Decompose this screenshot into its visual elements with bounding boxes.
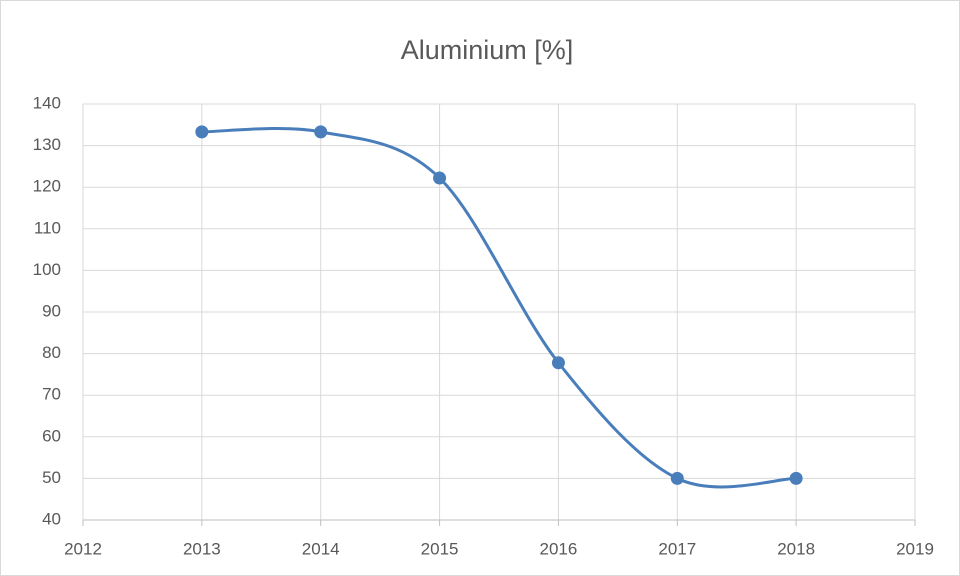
- y-tick-label: 130: [33, 135, 61, 154]
- data-point: [433, 171, 447, 185]
- y-tick-label: 110: [34, 218, 61, 237]
- y-tick-label: 120: [33, 177, 61, 196]
- data-point: [314, 125, 328, 139]
- data-point: [789, 471, 803, 485]
- y-tick-label: 50: [42, 468, 61, 487]
- data-point: [670, 471, 684, 485]
- x-tick-label: 2013: [183, 539, 221, 558]
- x-tick-label: 2017: [658, 539, 696, 558]
- x-tick-label: 2019: [896, 539, 934, 558]
- y-tick-label: 70: [42, 385, 61, 404]
- x-tick-label: 2016: [540, 539, 578, 558]
- y-tick-label: 100: [33, 260, 61, 279]
- y-tick-label: 90: [42, 301, 61, 320]
- chart-title: Aluminium [%]: [401, 35, 574, 65]
- x-tick-label: 2014: [302, 539, 340, 558]
- y-tick-label: 40: [42, 509, 61, 528]
- x-tick-label: 2012: [64, 539, 102, 558]
- y-tick-label: 80: [42, 343, 61, 362]
- x-tick-label: 2018: [777, 539, 815, 558]
- data-point: [551, 356, 565, 370]
- x-tick-label: 2015: [421, 539, 459, 558]
- y-tick-label: 140: [33, 93, 61, 112]
- y-tick-label: 60: [42, 426, 61, 445]
- data-point: [195, 125, 209, 139]
